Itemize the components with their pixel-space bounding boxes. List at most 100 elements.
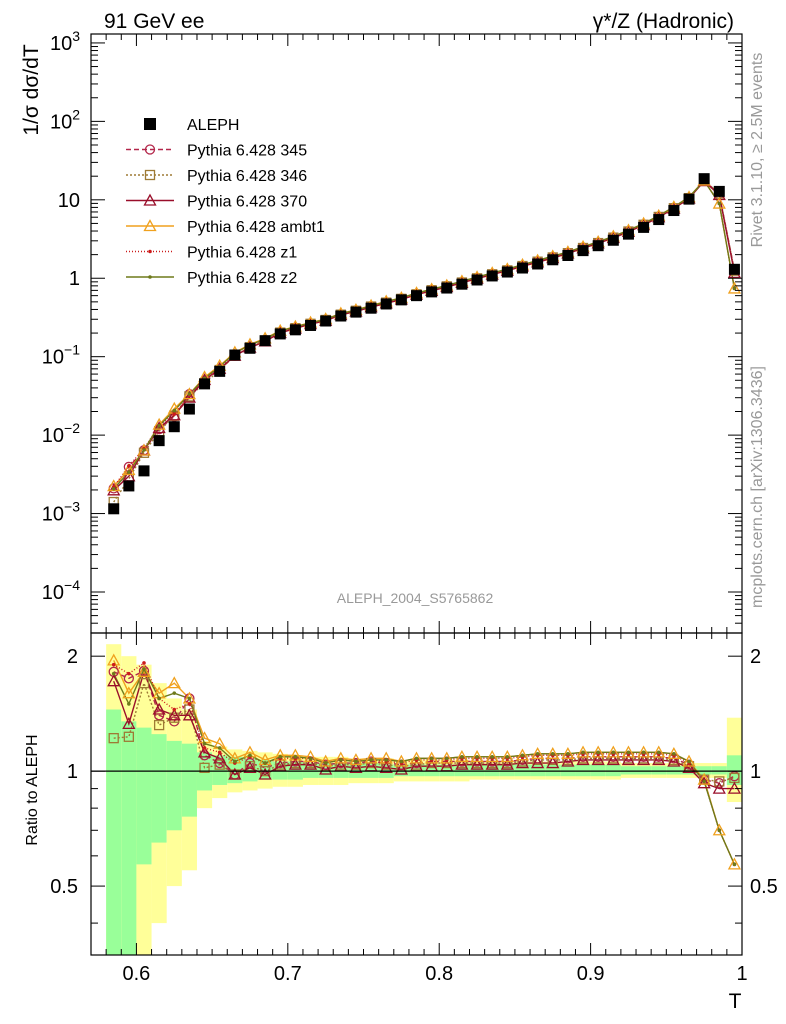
point-aleph (501, 266, 513, 278)
ratio-point-ambt1 (485, 749, 499, 762)
ratio-point-p370 (470, 757, 484, 770)
point-p370 (107, 483, 121, 496)
ratio-point-z2 (596, 750, 600, 755)
point-aleph (698, 173, 710, 185)
ratio-point-p370 (455, 757, 469, 770)
ratio-point-p346 (199, 762, 210, 773)
ratio-point-z2 (444, 756, 449, 761)
ratio-point-z2 (505, 755, 510, 759)
ratio-point-z2 (550, 752, 555, 756)
ratio-point-z2 (111, 671, 116, 676)
point-aleph (683, 193, 695, 205)
ratio-point-p370 (712, 781, 726, 794)
ratio-point-ambt1 (621, 745, 636, 758)
ratio-y-tick-label-right: 0.5 (750, 876, 778, 898)
ratio-point-p370 (515, 756, 530, 769)
ratio-point-ambt1 (682, 754, 696, 767)
point-aleph (411, 290, 422, 302)
point-aleph (350, 306, 362, 318)
ratio-point-z2 (429, 756, 434, 761)
legend-label-p346: Pythia 6.428 346 (187, 168, 307, 185)
ratio-point-p370 (394, 762, 408, 775)
ratio-point-z2 (460, 755, 464, 759)
ratio-point-p370 (197, 745, 212, 758)
ratio-point-p346 (108, 733, 119, 744)
x-tick-label: 1 (736, 963, 747, 985)
ratio-point-p370 (107, 674, 121, 687)
top-series-markers (107, 173, 742, 515)
top-y-axis-label: 1/σ dσ/dT (20, 44, 43, 135)
point-ambt1 (137, 443, 151, 456)
point-aleph (365, 302, 377, 314)
ratio-point-p346 (714, 776, 725, 787)
ratio-point-z2 (581, 750, 585, 755)
ratio-point-z2 (732, 862, 737, 867)
y-tick-label: 1 (69, 268, 80, 290)
point-aleph (668, 205, 680, 217)
ratio-point-z2 (293, 755, 298, 759)
ratio-point-z2 (142, 667, 146, 671)
ratio-point-ambt1 (576, 745, 590, 758)
band-inner-bin (696, 766, 712, 775)
x-tick-label: 0.9 (577, 963, 605, 985)
band-inner-bin (121, 721, 137, 955)
ratio-point-z1 (127, 671, 131, 676)
ratio-point-ambt1 (409, 751, 424, 764)
ratio-point-p370 (621, 753, 636, 766)
ratio-point-ambt1 (303, 749, 318, 762)
ratio-point-z2 (687, 759, 691, 764)
ratio-point-z2 (717, 828, 722, 833)
ratio-point-z2 (611, 750, 616, 755)
ratio-point-z2 (490, 755, 494, 759)
ratio-point-p370 (288, 757, 302, 770)
y-tick-label: 10−3 (42, 499, 80, 526)
ratio-point-p370 (258, 767, 272, 780)
point-z2 (142, 448, 146, 452)
legend-marker-z2 (148, 275, 152, 279)
y-tick-label: 10−1 (42, 342, 80, 369)
point-aleph (138, 465, 150, 477)
ratio-point-ambt1 (667, 746, 681, 759)
point-aleph (607, 234, 619, 246)
x-axis-label: T (729, 990, 742, 1013)
ratio-point-z2 (127, 702, 131, 706)
ratio-point-z2 (278, 755, 283, 759)
ratio-point-ambt1 (652, 745, 666, 758)
ratio-point-p370 (122, 716, 136, 729)
ratio-point-z2 (641, 750, 646, 755)
ratio-point-ambt1 (561, 746, 575, 759)
point-ambt1 (727, 281, 742, 294)
ratio-point-ambt1 (167, 676, 181, 689)
ratio-point-p370 (167, 708, 181, 721)
band-inner-bin (575, 764, 591, 777)
ratio-point-p370 (379, 761, 393, 773)
point-aleph (592, 240, 604, 252)
point-aleph (320, 315, 332, 327)
point-aleph (728, 263, 740, 275)
ratio-point-z1 (172, 707, 177, 712)
ratio-point-z2 (475, 755, 479, 759)
point-aleph (380, 298, 392, 310)
ratio-point-z1 (142, 661, 146, 665)
ratio-point-p346 (138, 677, 150, 689)
ratio-plot-panel: 0.6 0.7 0.8 0.9 1 2 2 1 1 0.5 0.5 (50, 632, 778, 985)
ratio-y-tick-label-left: 0.5 (50, 876, 78, 898)
mcplots-credit-label: mcplots.cern.ch [arXiv:1306.3436] (749, 366, 766, 608)
point-aleph (516, 262, 528, 274)
point-aleph (456, 278, 468, 290)
ratio-point-ambt1 (712, 823, 726, 836)
y-tick-label: 103 (50, 28, 80, 55)
ratio-point-p370 (546, 756, 560, 769)
ratio-series-markers (107, 653, 742, 870)
ratio-point-z2 (339, 758, 343, 762)
band-inner-bin (711, 766, 727, 775)
ratio-point-ambt1 (394, 754, 408, 767)
point-aleph (244, 342, 256, 354)
ratio-point-p370 (500, 757, 514, 770)
y-tick-label: 10 (58, 190, 80, 212)
ratio-point-z2 (187, 696, 192, 701)
ratio-point-ambt1 (425, 751, 439, 764)
ratio-point-ambt1 (455, 749, 469, 762)
band-inner-bin (514, 764, 531, 777)
ratio-point-p370 (667, 754, 681, 767)
